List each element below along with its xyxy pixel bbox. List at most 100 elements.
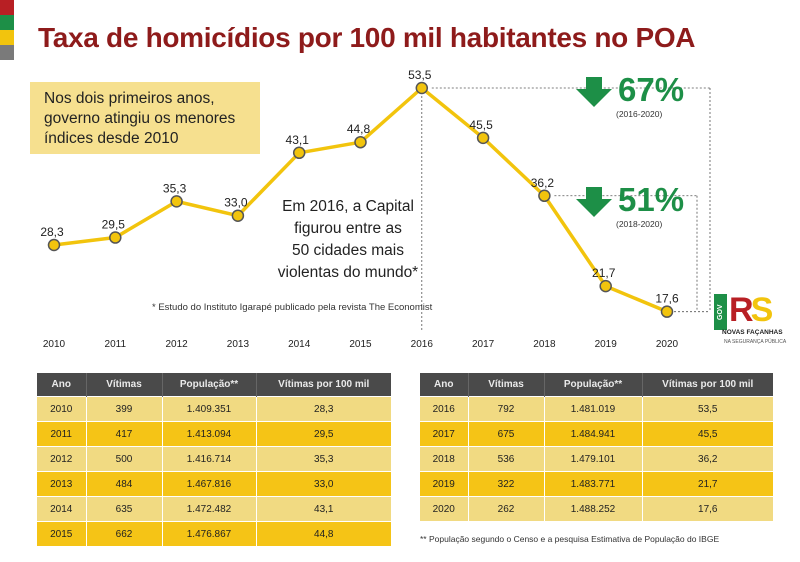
table-cell: 1.467.816 (162, 471, 257, 497)
arrow-down-icon (576, 187, 612, 217)
data-point (660, 305, 674, 318)
callout-box: Nos dois primeiros anos, governo atingiu… (30, 82, 260, 154)
logo-s: S (750, 291, 774, 329)
table-cell: 1.481.019 (544, 396, 643, 422)
table-row: 2019 322 1.483.771 21,7 (420, 471, 773, 497)
table-header-cell: População** (544, 373, 643, 397)
table-cell: 635 (86, 496, 163, 522)
data-point (47, 238, 61, 252)
table-cell: 2016 (420, 396, 469, 422)
data-point (109, 231, 122, 244)
table-cell: 29,5 (256, 421, 391, 447)
x-tick-label: 2011 (105, 339, 127, 350)
government-logo: GOV RS NOVAS FAÇANHAS NA SEGURANÇA PÚBLI… (714, 292, 786, 350)
table-cell: 43,1 (256, 496, 391, 522)
table-cell: 45,5 (642, 421, 773, 447)
table-cell: 2013 (37, 471, 87, 497)
logo-rs: RS (729, 291, 774, 329)
data-point (599, 279, 612, 293)
table-cell: 33,0 (256, 471, 391, 497)
table-cell: 399 (86, 396, 163, 422)
table-row: 2011 417 1.413.094 29,5 (37, 421, 391, 447)
annotation-text: Em 2016, a Capital figurou entre as 50 c… (262, 196, 434, 284)
data-label: 28,3 (40, 225, 64, 239)
data-point (415, 81, 429, 95)
x-tick-label: 2018 (533, 339, 556, 350)
table-cell: 1.484.941 (544, 421, 643, 447)
annotation-line: violentas do mundo* (277, 264, 419, 281)
table-cell: 36,2 (642, 446, 773, 472)
table-header-cell: Ano (420, 373, 469, 397)
table-header-cell: Vítimas por 100 mil (642, 373, 773, 397)
flag-stripe-red (0, 0, 14, 15)
table-cell: 2010 (37, 396, 87, 422)
table-header-cell: Ano (37, 373, 87, 397)
table-row: 2010 399 1.409.351 28,3 (37, 396, 391, 422)
table-row: 2015 662 1.476.867 44,8 (37, 521, 391, 546)
x-tick-label: 2019 (595, 339, 618, 350)
callout-line: Nos dois primeiros anos, (44, 90, 215, 107)
data-label: 45,5 (469, 118, 493, 132)
table-cell: 1.476.867 (162, 521, 257, 546)
flag-stripe-yellow (0, 30, 14, 45)
table-row: 2017 675 1.484.941 45,5 (420, 421, 773, 447)
logo-r: R (729, 291, 754, 329)
table-cell: 2014 (37, 496, 87, 522)
x-tick-label: 2017 (472, 339, 495, 350)
table-cell: 28,3 (256, 396, 391, 422)
line-chart: 28,3 2010 29,5 2011 35,3 2012 33,0 2013 43,1 2014… (40, 68, 711, 350)
data-table-2010-2015: Ano Vítimas População** Vítimas por 100 mil… (37, 373, 391, 546)
highlight-percent: 51% (618, 181, 685, 218)
table-header-cell: Vítimas (86, 373, 163, 397)
table-header-cell: População** (162, 373, 257, 397)
data-label: 53,5 (408, 68, 432, 82)
table-footnote: ** População segundo o Censo e a pesquis… (420, 534, 720, 544)
chart-footnote: * Estudo do Instituto Igarapé publicado … (152, 302, 433, 313)
logo-gov-badge: GOV (714, 294, 727, 330)
callout-line: índices desde 2010 (44, 130, 179, 147)
table-cell: 792 (468, 396, 545, 422)
data-label: 36,2 (531, 176, 555, 190)
x-tick-label: 2012 (165, 339, 188, 350)
page-title: Taxa de homicídios por 100 mil habitante… (38, 22, 696, 53)
table-cell: 1.479.101 (544, 446, 643, 472)
table-cell: 1.488.252 (544, 496, 643, 521)
table-cell: 2012 (37, 446, 87, 472)
table-cell: 1.416.714 (162, 446, 257, 472)
data-label: 33,0 (224, 196, 248, 210)
logo-slogan: NOVAS FAÇANHAS (722, 329, 783, 336)
table-cell: 17,6 (642, 496, 773, 521)
callout-line: governo atingiu os menores (44, 110, 236, 127)
x-tick-label: 2010 (43, 339, 66, 350)
data-point (170, 195, 183, 208)
data-label: 44,8 (347, 122, 371, 136)
data-label: 43,1 (286, 133, 310, 147)
x-tick-label: 2015 (349, 339, 372, 350)
table-row: 2018 536 1.479.101 36,2 (420, 446, 773, 472)
table-cell: 1.409.351 (162, 396, 257, 422)
annotation-line: figurou entre as (294, 220, 402, 237)
data-label: 29,5 (102, 218, 126, 232)
table-row: 2014 635 1.472.482 43,1 (37, 496, 391, 522)
table-cell: 417 (86, 421, 163, 447)
annotation-line: 50 cidades mais (291, 242, 404, 259)
table-cell: 1.472.482 (162, 496, 257, 522)
table-cell: 35,3 (256, 446, 391, 472)
table-cell: 2019 (420, 471, 469, 497)
table-row: 2012 500 1.416.714 35,3 (37, 446, 391, 472)
annotation-line: Em 2016, a Capital (282, 198, 414, 215)
table-cell: 500 (86, 446, 163, 472)
table-cell: 2011 (37, 421, 87, 447)
data-point (292, 146, 306, 160)
table-cell: 2017 (420, 421, 469, 447)
data-label: 17,6 (655, 292, 679, 306)
table-cell: 322 (468, 471, 545, 497)
table-cell: 2018 (420, 446, 469, 472)
flag-stripe-green (0, 15, 14, 30)
data-label: 21,7 (592, 266, 616, 280)
table-cell: 536 (468, 446, 545, 472)
table-cell: 675 (468, 421, 545, 447)
table-cell: 662 (86, 521, 163, 546)
flag-stripe-gray (0, 45, 14, 60)
arrow-down-icon (576, 77, 612, 107)
